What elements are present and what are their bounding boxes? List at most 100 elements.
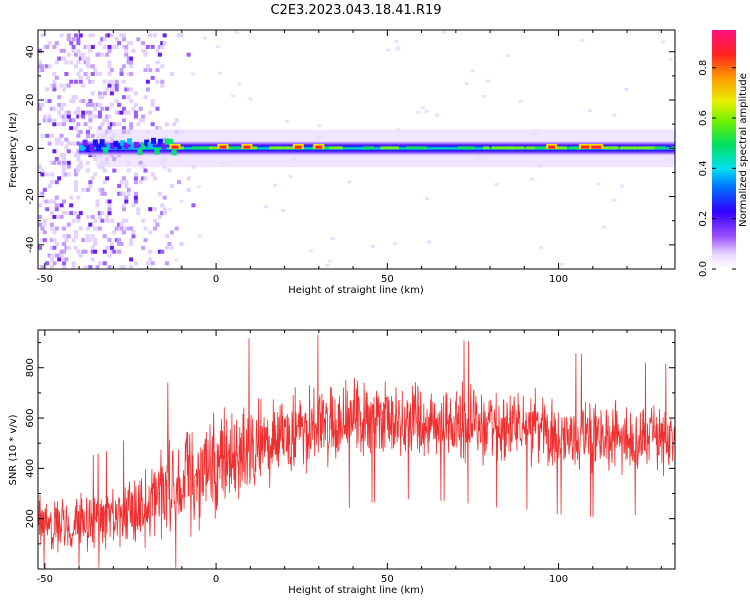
spectrogram-noise-cell (109, 102, 114, 107)
spectrogram-noise-cell (167, 241, 172, 246)
spectrogram-band-streak (637, 146, 651, 150)
spectrogram-noise-cell (73, 64, 78, 69)
spectrogram-noise-cell (57, 160, 62, 165)
spectrogram-noise-cell (160, 83, 165, 88)
spectrogram-noise-cell (83, 122, 88, 127)
spectrogram-noise-cell (90, 72, 95, 77)
spectrogram-noise-cell (78, 33, 83, 38)
spectrogram-noise-cell (85, 60, 90, 65)
spectrogram-noise-cell (45, 44, 50, 49)
spectrogram-band-streak (654, 146, 666, 150)
spectrogram-noise-cell (133, 261, 138, 266)
spectrogram-noise-cell (119, 180, 124, 185)
spectrogram-band-streak (491, 146, 503, 150)
spectrogram-noise-cell (66, 160, 71, 165)
spectrogram-noise-cell (76, 122, 81, 127)
spectrogram-band-streak (269, 146, 282, 150)
spectrogram-noise-cell (61, 87, 66, 92)
spectrogram-noise-cell (40, 133, 45, 138)
spectrogram-noise-cell (131, 234, 136, 239)
spectrogram-band-turbulence (92, 139, 98, 146)
spectrogram-noise-cell (64, 137, 69, 142)
spectrogram-noise-cell (109, 122, 114, 127)
spectrogram-noise-cell (88, 79, 93, 84)
spectrogram-noise-cell (121, 79, 126, 84)
spectrogram-noise-cell (133, 180, 138, 185)
spectrogram-y-tick-label: -20 (25, 188, 36, 204)
spectrogram-noise-cell (109, 245, 114, 250)
spectrogram-noise-cell (105, 52, 110, 57)
spectrogram-noise-cell (52, 72, 57, 77)
spectrogram-noise-cell (78, 68, 83, 73)
spectrogram-noise-cell (49, 257, 54, 262)
spectrogram-band-turbulence (151, 137, 157, 144)
spectrogram-noise-cell (64, 118, 69, 123)
spectrogram-noise-cell (126, 168, 131, 173)
spectrogram-noise-cell (78, 52, 83, 57)
spectrogram-noise-cell (45, 207, 50, 212)
spectrogram-noise-cell (66, 118, 71, 123)
spectrogram-noise-cell (90, 176, 95, 181)
spectrogram-noise-cell (61, 249, 66, 254)
spectrogram-noise-cell (317, 124, 322, 128)
spectrogram-noise-cell (143, 226, 148, 231)
spectrogram-noise-cell (66, 222, 71, 227)
spectrogram-noise-cell (150, 261, 155, 266)
spectrogram-noise-cell (129, 87, 134, 92)
spectrogram-noise-cell (347, 180, 352, 184)
spectrogram-band-streak (508, 146, 518, 150)
spectrogram-noise-cell (40, 191, 45, 196)
spectrogram-noise-cell (494, 183, 499, 187)
spectrogram-noise-cell (90, 79, 95, 84)
spectrogram-noise-cell (95, 199, 100, 204)
spectrogram-noise-cell (69, 126, 74, 131)
spectrogram-noise-cell (61, 156, 66, 161)
spectrogram-noise-cell (52, 106, 57, 111)
spectrogram-noise-cell (143, 68, 148, 73)
spectrogram-noise-cell (88, 265, 93, 269)
spectrogram-noise-cell (126, 87, 131, 92)
spectrogram-noise-cell (124, 180, 129, 185)
spectrogram-noise-cell (85, 238, 90, 243)
spectrogram-noise-cell (197, 185, 202, 189)
spectrogram-noise-cell (114, 226, 119, 231)
spectrogram-noise-cell (325, 263, 330, 267)
spectrogram-noise-cell (42, 230, 47, 235)
spectrogram-noise-cell (61, 226, 66, 231)
spectrogram-noise-cell (57, 122, 62, 127)
spectrogram-noise-cell (97, 41, 102, 46)
spectrogram-noise-cell (61, 265, 66, 269)
spectrogram-noise-cell (78, 160, 83, 165)
spectrogram-noise-cell (442, 30, 447, 34)
spectrogram-noise-cell (143, 52, 148, 57)
spectrogram-noise-cell (42, 238, 47, 243)
spectrogram-noise-cell (76, 110, 81, 115)
spectrogram-noise-cell (64, 72, 69, 77)
spectrogram-noise-cell (61, 118, 66, 123)
spectrogram-noise-cell (124, 199, 129, 204)
spectrogram-band-streak (568, 146, 580, 150)
spectrogram-noise-cell (157, 52, 162, 57)
spectrogram-noise-cell (165, 245, 170, 250)
spectrogram-noise-cell (117, 191, 122, 196)
spectrogram-noise-cell (162, 195, 167, 200)
spectrogram-noise-cell (93, 172, 98, 177)
spectrogram-noise-cell (88, 114, 93, 119)
spectrogram-noise-cell (52, 79, 57, 84)
spectrogram-noise-cell (73, 126, 78, 131)
spectrogram-noise-cell (107, 265, 112, 269)
spectrogram-noise-cell (105, 114, 110, 119)
spectrogram-noise-cell (52, 160, 57, 165)
spectrogram-noise-cell (97, 261, 102, 266)
spectrogram-noise-cell (88, 99, 93, 104)
spectrogram-noise-cell (155, 79, 160, 84)
spectrogram-noise-cell (386, 48, 391, 52)
spectrogram-noise-cell (61, 56, 66, 61)
spectrogram-noise-cell (64, 238, 69, 243)
spectrogram-noise-cell (169, 72, 174, 77)
spectrogram-noise-cell (124, 52, 129, 57)
spectrogram-noise-cell (85, 234, 90, 239)
spectrogram-noise-cell (73, 33, 78, 38)
spectrogram-noise-cell (73, 172, 78, 177)
spectrogram-noise-cell (48, 269, 52, 273)
